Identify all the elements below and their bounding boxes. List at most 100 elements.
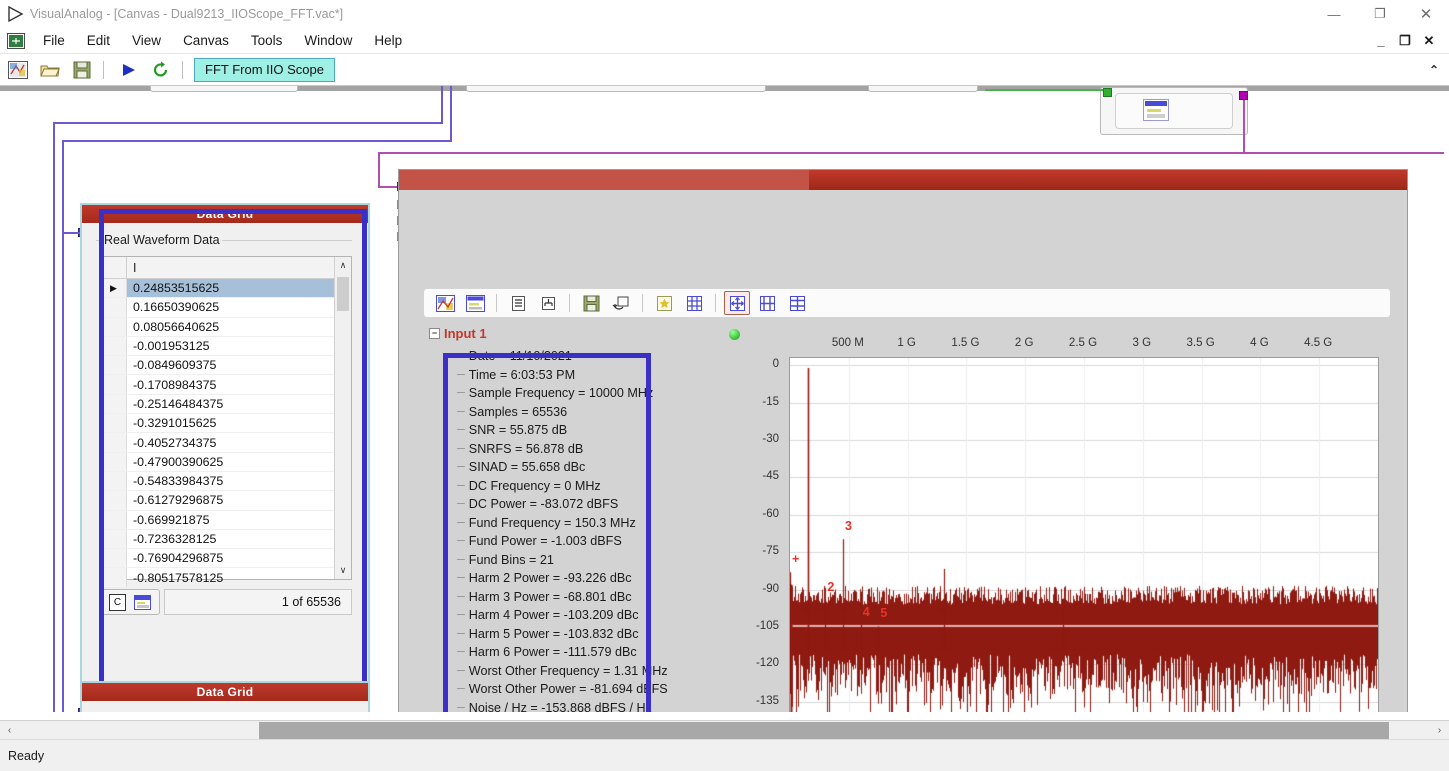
row-selector-cell[interactable] xyxy=(101,549,127,568)
row-selector-cell[interactable] xyxy=(101,298,127,317)
measurement-line[interactable]: ─ Harm 2 Power = -93.226 dBc xyxy=(457,569,713,588)
hscroll-thumb[interactable] xyxy=(259,721,1389,739)
measurement-line[interactable]: ─ Worst Other Frequency = 1.31 MHz xyxy=(457,662,713,681)
canvas-block-top-mid[interactable] xyxy=(466,86,766,92)
table-row[interactable]: 0.16650390625 xyxy=(101,298,351,318)
scroll-right-arrow-icon[interactable]: › xyxy=(1437,724,1442,736)
table-row[interactable]: -0.76904296875 xyxy=(101,549,351,569)
canvas-block-display[interactable] xyxy=(1100,87,1248,135)
data-grid-window[interactable]: Data Grid Real Waveform Data I ▶ 0.248535… xyxy=(80,203,370,720)
tree-root-input-1[interactable]: − Input 1 xyxy=(429,326,487,341)
canvas-block-top-mid2[interactable] xyxy=(868,86,978,92)
highlight-icon[interactable] xyxy=(651,291,677,315)
row-selector-cell[interactable] xyxy=(101,356,127,375)
measurement-line[interactable]: ─ Fund Bins = 21 xyxy=(457,551,713,570)
minimize-button[interactable]: — xyxy=(1327,6,1341,22)
row-selector-cell[interactable] xyxy=(101,336,127,356)
fft-window[interactable]: − Input 1 ─ Date = 11/10/2021 ─ Time = 6:03… xyxy=(398,169,1408,720)
run-play-icon[interactable] xyxy=(115,57,143,83)
split-horizontal-icon[interactable] xyxy=(784,291,810,315)
table-row[interactable]: -0.47900390625 xyxy=(101,452,351,472)
list-view-icon[interactable] xyxy=(505,291,531,315)
fft-settings-icon[interactable] xyxy=(432,291,458,315)
canvas-tab-fft-from-iio-scope[interactable]: FFT From IIO Scope xyxy=(194,57,335,82)
fft-chart-pane[interactable]: 500 M 1 G 1.5 G 2 G 2.5 G 3 G 3.5 G 4 G 4.5 G 0 -… xyxy=(717,325,1391,719)
split-vertical-icon[interactable] xyxy=(754,291,780,315)
canvas-workspace[interactable]: Data Grid Real Waveform Data I ▶ 0.248535… xyxy=(0,86,1449,720)
open-folder-icon[interactable] xyxy=(36,57,64,83)
grid-toggle-icon[interactable] xyxy=(681,291,707,315)
table-row[interactable]: -0.1708984375 xyxy=(101,375,351,395)
menu-item-window[interactable]: Window xyxy=(304,33,353,48)
measurement-line[interactable]: ─ Date = 11/10/2021 xyxy=(457,347,713,366)
close-button[interactable]: ✕ xyxy=(1419,6,1433,23)
fft-spectrum-plot[interactable]: +2 3 4 5 xyxy=(789,357,1379,715)
measurement-line[interactable]: ─ Fund Frequency = 150.3 MHz xyxy=(457,514,713,533)
tree-view-icon[interactable] xyxy=(535,291,561,315)
table-row[interactable]: -0.3291015625 xyxy=(101,414,351,434)
table-row[interactable]: -0.669921875 xyxy=(101,510,351,530)
measurement-line[interactable]: ─ Harm 3 Power = -68.801 dBc xyxy=(457,588,713,607)
canvas-block-top-left[interactable] xyxy=(150,86,298,92)
row-selector-cell[interactable] xyxy=(101,529,127,549)
row-selector-cell[interactable] xyxy=(101,375,127,394)
scroll-down-arrow-icon[interactable]: ∨ xyxy=(339,565,347,575)
wire-node-green-output[interactable] xyxy=(1103,88,1112,97)
measurement-line[interactable]: ─ SNRFS = 56.878 dB xyxy=(457,440,713,459)
data-grid-table[interactable]: I ▶ 0.24853515625 0.16650390625 0.080566406… xyxy=(100,256,352,588)
row-selector-cell[interactable] xyxy=(101,491,127,510)
measurement-line[interactable]: ─ SINAD = 55.658 dBc xyxy=(457,458,713,477)
data-grid-rows[interactable]: ▶ 0.24853515625 0.16650390625 0.08056640625… xyxy=(101,279,351,588)
table-row[interactable]: -0.25146484375 xyxy=(101,394,351,415)
measurement-line[interactable]: ─ Time = 6:03:53 PM xyxy=(457,366,713,385)
table-row[interactable]: -0.54833984375 xyxy=(101,471,351,492)
row-selector-cell[interactable] xyxy=(101,452,127,471)
maximize-button[interactable]: ❐ xyxy=(1374,6,1386,21)
menu-item-canvas[interactable]: Canvas xyxy=(183,33,229,48)
tree-expander-icon[interactable]: − xyxy=(429,328,440,339)
row-selector-cell[interactable] xyxy=(101,317,127,336)
save-disk-icon[interactable] xyxy=(68,57,96,83)
export-image-icon[interactable] xyxy=(134,594,151,610)
fft-measurement-list[interactable]: ─ Date = 11/10/2021 ─ Time = 6:03:53 PM ─ Sam… xyxy=(457,347,713,720)
data-grid-caption[interactable]: Data Grid xyxy=(82,205,368,223)
menu-item-help[interactable]: Help xyxy=(374,33,403,48)
measurement-line[interactable]: ─ Samples = 65536 xyxy=(457,403,713,422)
measurement-line[interactable]: ─ DC Frequency = 0 MHz xyxy=(457,477,713,496)
measurement-line[interactable]: ─ SNR = 55.875 dB xyxy=(457,421,713,440)
data-grid-vertical-scrollbar[interactable]: ∧ ∨ xyxy=(334,257,351,579)
measurement-line[interactable]: ─ Sample Frequency = 10000 MHz xyxy=(457,384,713,403)
menu-item-tools[interactable]: Tools xyxy=(250,33,283,48)
table-row[interactable]: ▶ 0.24853515625 xyxy=(101,279,351,299)
measurement-line[interactable]: ─ Noise / Hz = -153.868 dBFS / Hz xyxy=(457,699,713,718)
row-selector-cell[interactable] xyxy=(101,414,127,433)
table-row[interactable]: -0.7236328125 xyxy=(101,529,351,550)
save-icon[interactable] xyxy=(578,291,604,315)
table-row[interactable]: -0.001953125 xyxy=(101,336,351,357)
table-row[interactable]: -0.61279296875 xyxy=(101,491,351,511)
copy-clipboard-icon[interactable]: C xyxy=(109,593,126,611)
measurement-line[interactable]: ─ Worst Other Power = -81.694 dBFS xyxy=(457,680,713,699)
mdi-close-button[interactable]: ✕ xyxy=(1423,32,1435,48)
row-selector-cell[interactable] xyxy=(101,433,127,452)
measurement-line[interactable]: ─ Fund Power = -1.003 dBFS xyxy=(457,532,713,551)
row-selector-cell[interactable]: ▶ xyxy=(101,279,127,298)
fft-window-caption[interactable] xyxy=(399,170,1407,190)
copy-export-icon[interactable] xyxy=(608,291,634,315)
scroll-left-arrow-icon[interactable]: ‹ xyxy=(7,724,12,736)
toolbar-collapse-chevron-icon[interactable]: ⌃ xyxy=(1428,62,1439,77)
row-selector-cell[interactable] xyxy=(101,394,127,414)
measurement-line[interactable]: ─ DC Power = -83.072 dBFS xyxy=(457,495,713,514)
column-header-i[interactable]: I xyxy=(133,260,137,275)
fft-results-pane[interactable]: − Input 1 ─ Date = 11/10/2021 ─ Time = 6:03… xyxy=(423,325,713,720)
table-row[interactable]: 0.08056640625 xyxy=(101,317,351,337)
data-grid-2-caption[interactable]: Data Grid xyxy=(82,683,368,701)
canvas-horizontal-scrollbar[interactable]: ‹ › xyxy=(0,720,1449,740)
menu-item-edit[interactable]: Edit xyxy=(86,33,111,48)
row-selector-cell[interactable] xyxy=(101,568,127,587)
refresh-loop-icon[interactable] xyxy=(147,57,175,83)
row-selector-cell[interactable] xyxy=(101,510,127,529)
menu-item-view[interactable]: View xyxy=(132,33,162,48)
measurement-line[interactable]: ─ Harm 4 Power = -103.209 dBc xyxy=(457,606,713,625)
table-row[interactable]: -0.0849609375 xyxy=(101,356,351,376)
